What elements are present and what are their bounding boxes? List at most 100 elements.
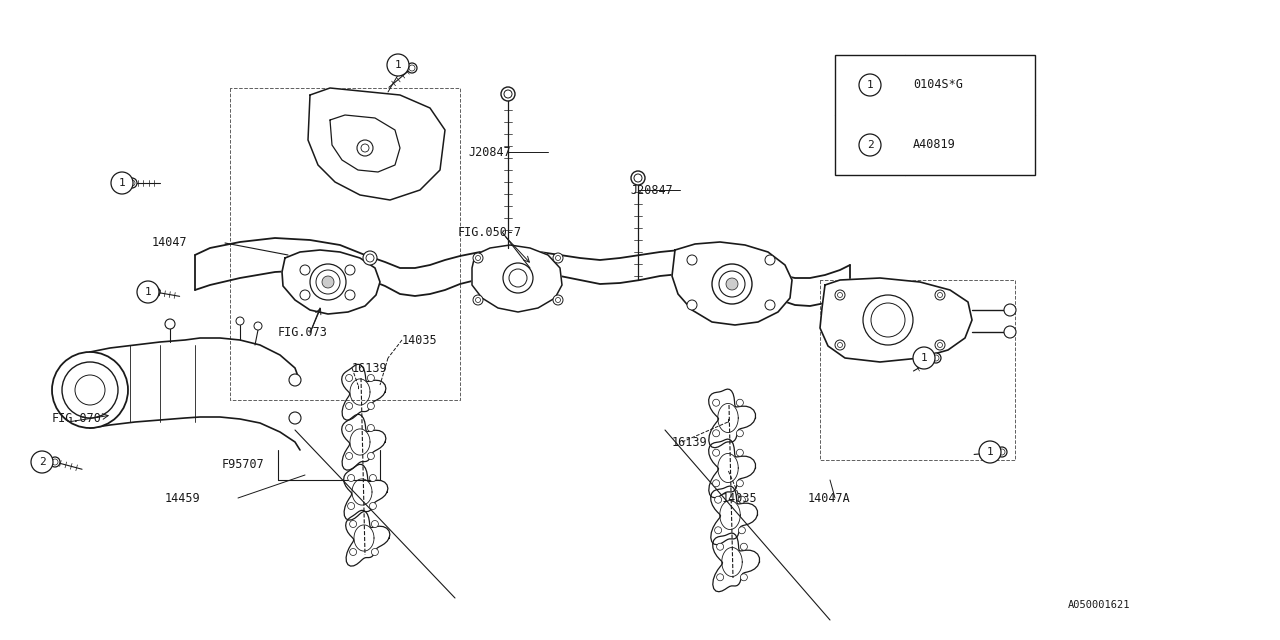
Circle shape	[998, 449, 1005, 455]
Circle shape	[687, 300, 698, 310]
Text: F95707: F95707	[221, 458, 265, 470]
Circle shape	[474, 253, 483, 263]
Circle shape	[387, 54, 410, 76]
Circle shape	[361, 144, 369, 152]
Circle shape	[1004, 304, 1016, 316]
Circle shape	[410, 65, 415, 71]
Circle shape	[370, 474, 376, 481]
Circle shape	[556, 298, 561, 303]
Circle shape	[52, 352, 128, 428]
Circle shape	[504, 90, 512, 98]
Circle shape	[366, 254, 374, 262]
Circle shape	[717, 543, 723, 550]
Circle shape	[934, 290, 945, 300]
Circle shape	[553, 295, 563, 305]
Circle shape	[556, 255, 561, 260]
Circle shape	[739, 527, 745, 534]
Circle shape	[346, 290, 355, 300]
Circle shape	[736, 399, 744, 406]
Circle shape	[740, 543, 748, 550]
Circle shape	[714, 527, 722, 534]
Text: A050001621: A050001621	[1068, 600, 1130, 610]
Circle shape	[835, 290, 845, 300]
Circle shape	[713, 480, 719, 487]
Circle shape	[870, 303, 905, 337]
Circle shape	[509, 269, 527, 287]
Circle shape	[364, 251, 378, 265]
Circle shape	[474, 295, 483, 305]
Text: 0104S*G: 0104S*G	[913, 79, 963, 92]
Circle shape	[765, 255, 774, 265]
Text: FIG.050-7: FIG.050-7	[458, 225, 522, 239]
Circle shape	[310, 264, 346, 300]
Circle shape	[31, 451, 52, 473]
Circle shape	[931, 353, 941, 363]
Circle shape	[371, 520, 379, 527]
Text: 14047A: 14047A	[808, 492, 851, 504]
Circle shape	[346, 424, 352, 431]
Text: 1: 1	[920, 353, 928, 363]
Circle shape	[634, 174, 643, 182]
Circle shape	[553, 253, 563, 263]
Circle shape	[933, 355, 940, 361]
Circle shape	[934, 340, 945, 350]
Circle shape	[503, 263, 532, 293]
Circle shape	[1004, 326, 1016, 338]
Circle shape	[367, 452, 374, 460]
Circle shape	[348, 474, 355, 481]
Circle shape	[289, 374, 301, 386]
Text: 1: 1	[119, 178, 125, 188]
Circle shape	[150, 287, 160, 297]
Circle shape	[837, 292, 842, 298]
Circle shape	[475, 298, 480, 303]
Circle shape	[736, 480, 744, 487]
Text: 1: 1	[394, 60, 402, 70]
Circle shape	[835, 340, 845, 350]
Circle shape	[407, 63, 417, 73]
Circle shape	[712, 264, 753, 304]
Circle shape	[500, 87, 515, 101]
Text: 2: 2	[38, 457, 45, 467]
Text: 14047: 14047	[152, 237, 188, 250]
Circle shape	[367, 403, 374, 410]
Circle shape	[979, 441, 1001, 463]
Circle shape	[349, 548, 357, 556]
Circle shape	[714, 496, 722, 503]
Circle shape	[713, 430, 719, 436]
Polygon shape	[308, 88, 445, 200]
Circle shape	[765, 300, 774, 310]
Polygon shape	[330, 115, 399, 172]
Text: 14035: 14035	[722, 492, 758, 504]
Circle shape	[719, 271, 745, 297]
Text: 14459: 14459	[165, 492, 201, 504]
Polygon shape	[282, 250, 380, 314]
Polygon shape	[820, 278, 972, 362]
Polygon shape	[672, 242, 792, 325]
Text: 16139: 16139	[672, 435, 708, 449]
Circle shape	[127, 178, 137, 188]
Text: A40819: A40819	[913, 138, 956, 152]
Circle shape	[370, 502, 376, 509]
Text: FIG.070: FIG.070	[52, 412, 102, 424]
Circle shape	[52, 459, 58, 465]
Circle shape	[137, 281, 159, 303]
Circle shape	[300, 290, 310, 300]
Circle shape	[357, 140, 372, 156]
Circle shape	[937, 342, 942, 348]
Circle shape	[129, 180, 134, 186]
Circle shape	[713, 449, 719, 456]
Circle shape	[348, 502, 355, 509]
Circle shape	[997, 447, 1007, 457]
Circle shape	[346, 374, 352, 381]
Circle shape	[913, 347, 934, 369]
Circle shape	[937, 292, 942, 298]
Circle shape	[863, 295, 913, 345]
Circle shape	[736, 430, 744, 436]
Text: J20847: J20847	[630, 184, 673, 196]
Circle shape	[367, 374, 374, 381]
Circle shape	[323, 276, 334, 288]
Text: J20847: J20847	[468, 145, 511, 159]
Circle shape	[346, 452, 352, 460]
Polygon shape	[472, 245, 562, 312]
Text: 1: 1	[987, 447, 993, 457]
